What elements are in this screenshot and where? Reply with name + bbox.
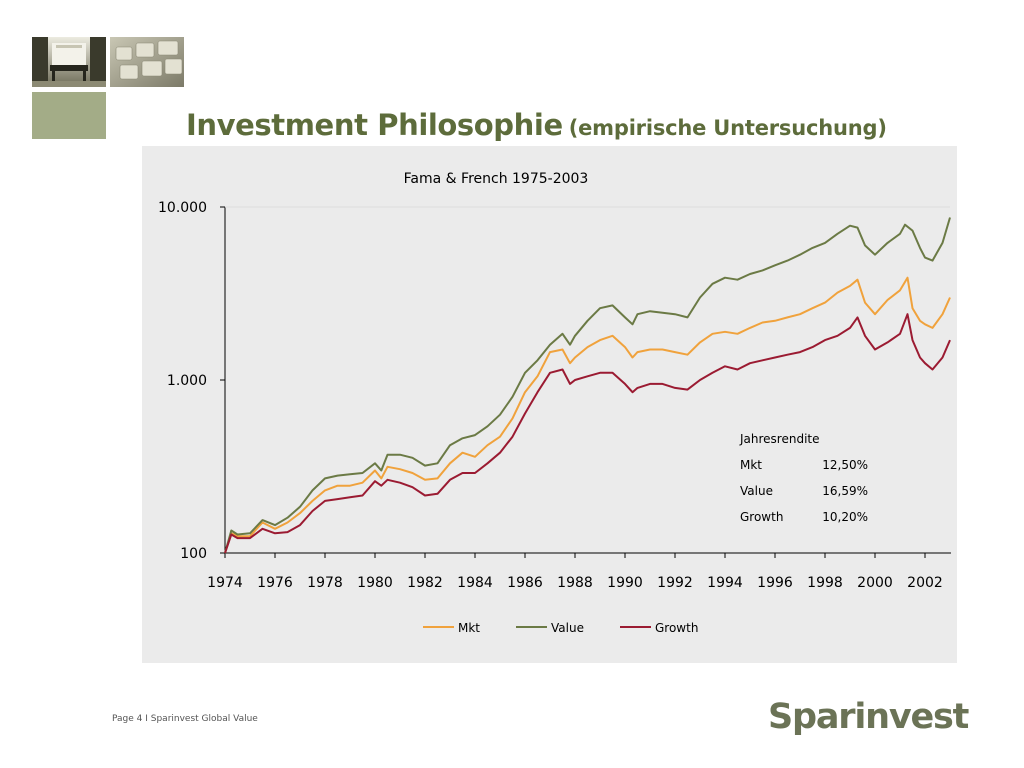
chart: Fama & French 1975-2003 100 1.000 10.000 19…	[158, 171, 951, 635]
x-tick-label: 1994	[707, 575, 743, 591]
returns-annotation: Jahresrendite Mkt 12,50% Value 16,59% Growth 1…	[739, 432, 868, 524]
footer-page-info: Page 4 I Sparinvest Global Value	[112, 714, 258, 724]
annotation-label: Mkt	[740, 458, 762, 472]
x-tick-label: 1976	[257, 575, 293, 591]
x-tick-label: 1990	[607, 575, 643, 591]
brand-logo: Sparinvest	[768, 697, 969, 737]
chart-axes: 100 1.000 10.000 1974 1976 1978 1980 1982 1984 19…	[158, 200, 951, 591]
annotation-label: Value	[740, 484, 773, 498]
header-photo-hallway	[32, 37, 106, 87]
series-line-growth	[224, 313, 951, 554]
legend-label-value: Value	[551, 621, 584, 635]
header-photo-keyboard	[110, 37, 184, 87]
x-tick-label: 1978	[307, 575, 343, 591]
chart-title: Fama & French 1975-2003	[404, 171, 589, 187]
chart-series	[224, 217, 951, 554]
chart-panel: Fama & French 1975-2003 100 1.000 10.000 19…	[142, 146, 957, 663]
annotation-value: 10,20%	[822, 510, 868, 524]
x-tick-label: 2002	[907, 575, 943, 591]
x-tick-label: 1980	[357, 575, 393, 591]
series-line-value	[224, 217, 951, 554]
x-tick-label: 1986	[507, 575, 543, 591]
annotation-heading: Jahresrendite	[739, 432, 820, 446]
annotation-value: 12,50%	[822, 458, 868, 472]
x-tick-label: 1998	[807, 575, 843, 591]
title-subtitle: (empirische Untersuchung)	[568, 116, 887, 140]
chart-legend: Mkt Value Growth	[423, 621, 698, 635]
title-main: Investment Philosophie	[186, 108, 563, 142]
y-tick-label: 10.000	[158, 200, 207, 216]
x-tick-label: 1982	[407, 575, 443, 591]
header-color-tile	[32, 92, 106, 139]
annotation-label: Growth	[740, 510, 783, 524]
legend-label-mkt: Mkt	[458, 621, 480, 635]
x-tick-label: 1988	[557, 575, 593, 591]
y-tick-label: 100	[180, 546, 207, 562]
legend-label-growth: Growth	[655, 621, 698, 635]
series-line-mkt	[224, 276, 951, 554]
x-tick-label: 1974	[207, 575, 243, 591]
x-tick-label: 2000	[857, 575, 893, 591]
x-tick-label: 1996	[757, 575, 793, 591]
page-title: Investment Philosophie (empirische Unters…	[186, 108, 986, 142]
x-tick-label: 1992	[657, 575, 693, 591]
y-tick-label: 1.000	[167, 373, 207, 389]
x-tick-label: 1984	[457, 575, 493, 591]
annotation-value: 16,59%	[822, 484, 868, 498]
